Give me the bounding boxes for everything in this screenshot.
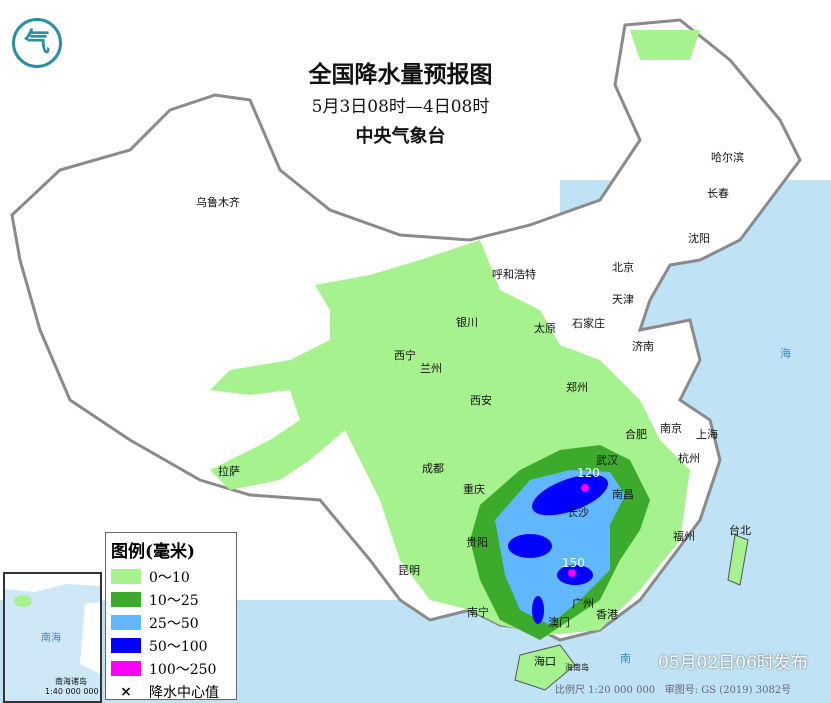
city-label: 香港 xyxy=(596,608,618,621)
legend-marker: × 降水中心值 xyxy=(106,680,236,703)
map-title: 全国降水量预报图 xyxy=(308,61,493,88)
city-label: 乌鲁木齐 xyxy=(196,196,240,209)
city-label: 南昌 xyxy=(612,488,634,501)
map-scale: 比例尺 1:20 000 000 审图号: GS (2019) 3082号 xyxy=(555,681,791,696)
legend-label: 100～250 xyxy=(149,661,217,678)
map-issuer: 中央气象台 xyxy=(355,126,446,147)
inset-scale: 1:40 000 000 xyxy=(45,687,99,696)
city-label: 哈尔滨 xyxy=(711,151,744,164)
legend-swatch xyxy=(111,569,141,584)
city-label: 海口 xyxy=(534,655,556,668)
legend-label: 25～50 xyxy=(149,615,199,632)
legend: 图例(毫米) 0～10 10～25 25～50 50～100 100～250 × 降水中… xyxy=(105,532,237,703)
city-label: 南宁 xyxy=(467,606,489,619)
legend-item: 100～250 xyxy=(106,657,236,680)
legend-label: 10～25 xyxy=(149,592,199,609)
city-label: 长沙 xyxy=(567,506,589,519)
legend-label: 0～10 xyxy=(149,569,190,586)
city-label: 武汉 xyxy=(596,454,618,467)
city-label: 重庆 xyxy=(463,483,485,496)
city-label: 济南 xyxy=(632,340,654,353)
city-label: 台北 xyxy=(729,524,751,537)
city-label: 沈阳 xyxy=(688,232,710,245)
city-label: 拉萨 xyxy=(218,465,240,478)
legend-label: 50～100 xyxy=(149,638,208,655)
taiwan-island xyxy=(727,534,749,586)
legend-swatch xyxy=(111,592,141,607)
publish-time: 05月02日06时发布 xyxy=(658,653,808,673)
city-label: 长春 xyxy=(707,187,729,200)
city-label: 郑州 xyxy=(566,381,588,394)
city-label: 贵阳 xyxy=(466,536,488,549)
south-china-sea-inset: 南海 南海诸岛 1:40 000 000 xyxy=(3,572,102,703)
city-label: 澳门 xyxy=(548,616,570,629)
island-label: 海南岛 xyxy=(565,663,589,672)
center-value: 120 xyxy=(577,466,600,480)
center-value: 150 xyxy=(562,556,585,570)
city-label: 上海 xyxy=(696,428,718,441)
rain-50-100 xyxy=(532,474,608,516)
sea-label: 海 xyxy=(780,347,791,360)
city-label: 成都 xyxy=(422,462,444,475)
city-label: 石家庄 xyxy=(572,317,605,330)
cma-logo: 气 xyxy=(12,18,62,68)
rain-50-100 xyxy=(508,534,552,558)
city-label: 天津 xyxy=(612,293,634,306)
city-label: 南京 xyxy=(660,422,682,435)
hainan-island xyxy=(514,644,576,691)
legend-item: 25～50 xyxy=(106,611,236,634)
city-label: 兰州 xyxy=(420,362,442,375)
city-label: 西宁 xyxy=(394,349,416,362)
rain-50-100 xyxy=(532,596,544,624)
legend-swatch xyxy=(111,615,141,630)
sea-label: 南 xyxy=(620,652,631,665)
legend-swatch xyxy=(111,661,141,676)
legend-item: 50～100 xyxy=(106,634,236,657)
city-label: 合肥 xyxy=(625,428,647,441)
rain-0-10 xyxy=(630,30,700,60)
city-label: 西安 xyxy=(470,394,492,407)
inset-islands-label: 南海诸岛 xyxy=(55,677,87,686)
rain-100-250 xyxy=(568,569,576,577)
city-label: 呼和浩特 xyxy=(492,268,536,281)
legend-marker-label: 降水中心值 xyxy=(149,684,219,701)
rain-100-250 xyxy=(581,484,589,492)
inset-sea-label: 南海 xyxy=(41,633,61,644)
city-label: 太原 xyxy=(534,322,556,335)
legend-title: 图例(毫米) xyxy=(111,542,196,562)
rain-25-50 xyxy=(495,470,625,625)
city-label: 北京 xyxy=(612,261,634,274)
map-period: 5月3日08时—4日08时 xyxy=(311,97,490,117)
city-label: 昆明 xyxy=(398,564,420,577)
scale-text: 比例尺 1:20 000 000 xyxy=(555,685,656,696)
legend-item: 0～10 xyxy=(106,565,236,588)
legend-swatch xyxy=(111,638,141,653)
city-label: 银川 xyxy=(456,316,478,329)
map-number: 审图号: GS (2019) 3082号 xyxy=(664,685,792,696)
cross-icon: × xyxy=(120,683,132,700)
city-label: 广州 xyxy=(572,597,594,610)
legend-item: 10～25 xyxy=(106,588,236,611)
city-label: 福州 xyxy=(673,530,695,543)
city-label: 杭州 xyxy=(678,452,700,465)
